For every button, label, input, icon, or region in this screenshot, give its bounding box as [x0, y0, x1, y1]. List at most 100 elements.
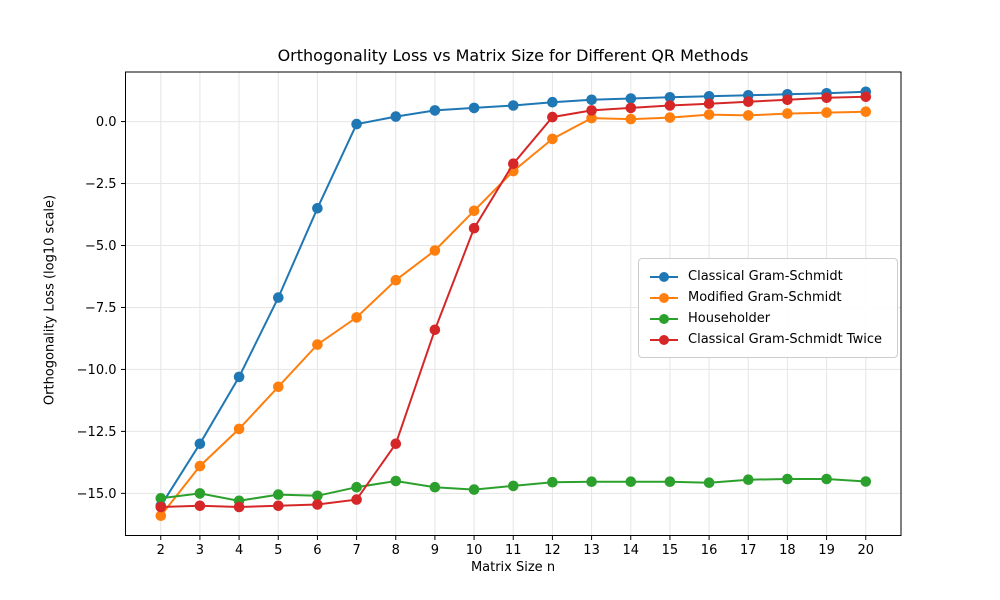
y-tick-label: −2.5 — [85, 177, 117, 192]
data-point-marker — [508, 158, 519, 169]
legend-item-classical-gram-schmidt-twice: Classical Gram-Schmidt Twice — [645, 329, 891, 350]
series-markers-modified-gram-schmidt — [155, 106, 872, 521]
x-tick-label: 11 — [505, 543, 522, 558]
data-point-marker — [547, 111, 558, 123]
data-point-marker — [703, 98, 715, 109]
legend: Classical Gram-Schmidt Modified Gram-Schm… — [638, 258, 898, 358]
x-tick-label: 7 — [352, 543, 360, 558]
data-point-marker — [155, 493, 167, 504]
x-tick-label: 10 — [466, 543, 483, 558]
data-point-marker — [390, 111, 402, 122]
y-tick-label: −5.0 — [85, 239, 117, 254]
x-tick-label: 17 — [740, 543, 757, 558]
legend-label: Classical Gram-Schmidt Twice — [688, 332, 882, 347]
axis-tick-labels: 2 3 4 5 6 7 8 9 10 11 12 13 14 15 16 17 18 19 20 0.0 −2.5 −5.… — [77, 115, 874, 558]
data-point-marker — [860, 106, 872, 117]
x-tick-label: 19 — [818, 543, 835, 558]
y-axis-label-text: Orthogonality Loss (log10 scale) — [42, 194, 58, 406]
data-point-marker — [390, 475, 402, 487]
x-tick-label: 6 — [313, 543, 321, 558]
data-point-marker — [586, 476, 597, 488]
data-point-marker — [625, 102, 637, 114]
data-point-marker — [312, 339, 323, 350]
x-tick-label: 8 — [392, 543, 400, 558]
data-point-marker — [743, 110, 754, 121]
legend-line-marker-icon — [650, 271, 678, 282]
data-point-marker — [625, 476, 637, 488]
data-point-marker — [547, 476, 558, 488]
legend-item-modified-gram-schmidt: Modified Gram-Schmidt — [645, 287, 891, 308]
x-tick-label: 4 — [235, 543, 243, 558]
legend-label: Householder — [688, 311, 771, 326]
data-point-marker — [351, 312, 362, 323]
data-point-marker — [664, 92, 676, 103]
x-tick-label: 20 — [857, 543, 874, 558]
data-point-marker — [468, 484, 480, 495]
data-point-marker — [586, 112, 597, 124]
data-point-marker — [194, 500, 206, 512]
x-tick-label: 15 — [662, 543, 679, 558]
legend-line-marker-icon — [650, 313, 678, 324]
data-point-marker — [703, 477, 715, 489]
data-point-marker — [312, 203, 323, 214]
data-point-marker — [429, 481, 441, 493]
data-point-marker — [468, 205, 480, 217]
data-point-marker — [547, 96, 558, 108]
data-point-marker — [782, 94, 793, 106]
legend-item-householder: Householder — [645, 308, 891, 329]
data-point-marker — [743, 474, 754, 486]
data-point-marker — [664, 112, 676, 123]
data-point-marker — [390, 274, 402, 286]
data-point-marker — [351, 118, 362, 130]
data-point-marker — [155, 501, 167, 513]
x-axis-label: Matrix Size n — [470, 560, 556, 575]
data-point-marker — [508, 480, 519, 492]
data-point-marker — [194, 460, 206, 472]
data-point-marker — [233, 501, 245, 513]
data-point-marker — [821, 92, 832, 104]
data-point-marker — [782, 108, 793, 119]
y-tick-label: 0.0 — [96, 115, 117, 130]
chart-title: Orthogonality Loss vs Matrix Size for Di… — [277, 46, 749, 65]
data-point-marker — [273, 489, 284, 500]
data-point-marker — [625, 113, 637, 125]
data-point-marker — [468, 222, 480, 234]
data-point-marker — [429, 324, 441, 336]
x-tick-label: 5 — [274, 543, 282, 558]
y-tick-label: −10.0 — [77, 363, 117, 378]
data-point-marker — [194, 438, 206, 450]
x-tick-label: 12 — [544, 543, 561, 558]
series-markers-classical-gram-schmidt — [155, 86, 872, 512]
data-point-marker — [468, 102, 480, 114]
data-point-marker — [155, 510, 167, 521]
data-point-marker — [429, 105, 441, 116]
data-point-marker — [351, 481, 362, 493]
series-markers-householder — [155, 473, 872, 507]
data-point-marker — [821, 473, 832, 485]
x-tick-label: 13 — [583, 543, 600, 558]
legend-item-classical-gram-schmidt: Classical Gram-Schmidt — [645, 266, 891, 287]
x-tick-label: 3 — [196, 543, 204, 558]
x-tick-label: 14 — [622, 543, 639, 558]
data-point-marker — [508, 100, 519, 111]
series-markers-classical-gram-schmidt-twice — [155, 91, 872, 513]
x-tick-label: 18 — [779, 543, 796, 558]
data-point-marker — [743, 96, 754, 107]
data-point-marker — [703, 109, 715, 120]
data-point-marker — [429, 245, 441, 256]
data-point-marker — [194, 488, 206, 499]
y-tick-label: −7.5 — [85, 301, 117, 316]
data-point-marker — [625, 93, 637, 104]
axis-ticks — [121, 121, 867, 540]
legend-label: Classical Gram-Schmidt — [688, 269, 843, 284]
x-tick-label: 2 — [157, 543, 165, 558]
data-point-marker — [351, 494, 362, 505]
data-point-marker — [586, 105, 597, 116]
data-point-marker — [860, 91, 872, 103]
data-point-marker — [860, 476, 872, 487]
x-tick-label: 16 — [701, 543, 718, 558]
data-point-marker — [273, 500, 284, 512]
data-point-marker — [312, 499, 323, 510]
data-point-marker — [703, 91, 715, 102]
